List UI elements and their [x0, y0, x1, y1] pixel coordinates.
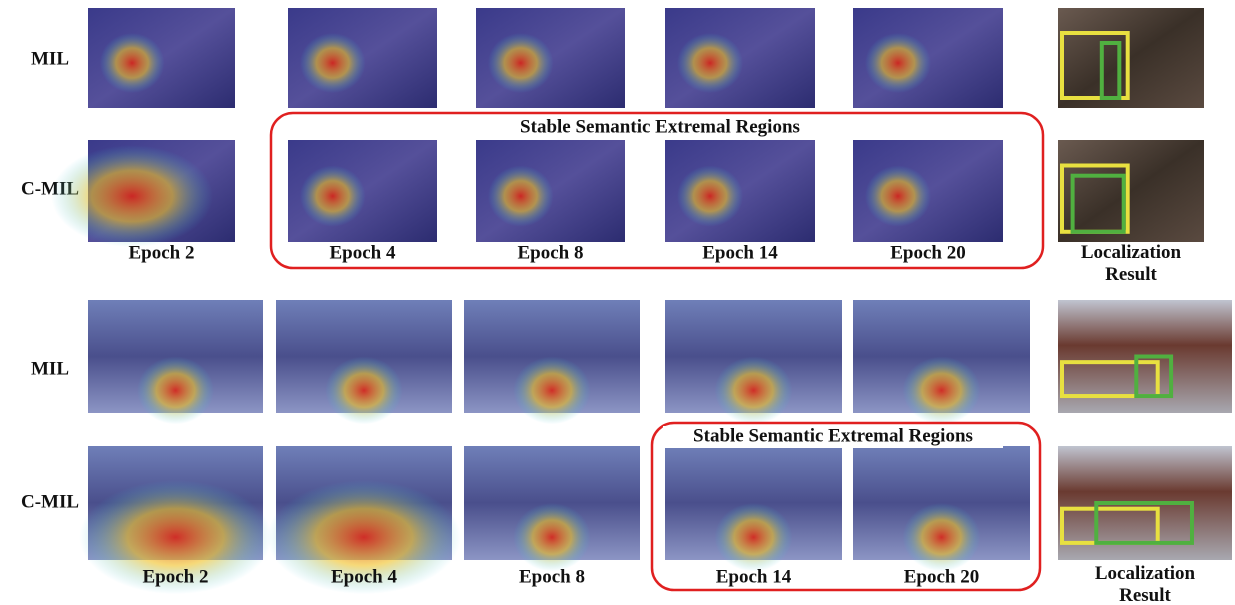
epoch-label: Epoch 2: [129, 242, 195, 263]
heat-region: [100, 33, 165, 93]
heat-region: [325, 357, 402, 425]
epoch-label: Epoch 20: [890, 242, 966, 263]
epoch-label: Epoch 2: [143, 566, 209, 587]
epoch-label: Epoch 20: [904, 566, 980, 587]
result-label-box: Localization Result: [1061, 242, 1201, 290]
heat-region: [488, 33, 554, 93]
heat-region: [903, 503, 981, 571]
region-label: Stable Semantic Extremal Regions: [520, 116, 800, 137]
heat-region: [677, 166, 743, 227]
epoch-label: Epoch 14: [702, 242, 778, 263]
heat-region: [300, 166, 366, 227]
heat-region: [865, 166, 931, 227]
heat-region: [865, 33, 931, 93]
region-label: Stable Semantic Extremal Regions: [693, 425, 973, 446]
epoch-label: Epoch 8: [518, 242, 584, 263]
heat-region: [715, 503, 793, 571]
heat-region: [51, 145, 213, 247]
heat-region: [513, 357, 590, 425]
result-label: Localization Result: [1071, 242, 1191, 286]
heat-region: [137, 357, 214, 425]
heat-region: [300, 33, 366, 93]
figure: MIL C-MIL Epoch 2 Epoch 4 Epoch 8 Epoch 14 Epo…: [0, 0, 1235, 605]
result-image: [1058, 140, 1204, 242]
heat-region: [677, 33, 743, 93]
heat-region: [513, 503, 590, 571]
epoch-label: Epoch 4: [331, 566, 397, 587]
result-image: [1058, 8, 1204, 108]
epoch-label: Epoch 4: [330, 242, 396, 263]
row-label: C-MIL: [21, 491, 79, 512]
heat-region: [488, 166, 554, 227]
heat-region: [715, 357, 793, 425]
row-label: MIL: [31, 358, 69, 379]
heat-region: [903, 357, 981, 425]
epoch-label: Epoch 14: [716, 566, 792, 587]
result-label-box: Localization Result: [1075, 563, 1215, 605]
result-label: Localization Result: [1085, 563, 1205, 605]
row-label: MIL: [31, 48, 69, 69]
epoch-label: Epoch 8: [519, 566, 585, 587]
